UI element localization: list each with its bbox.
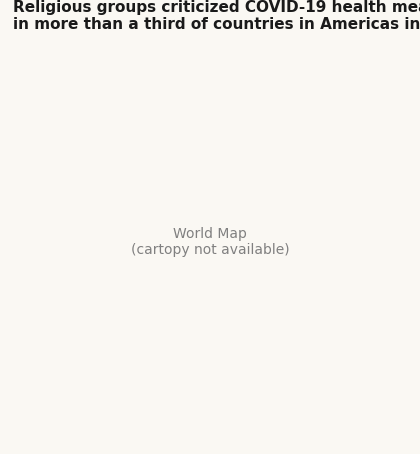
Text: World Map
(cartopy not available): World Map (cartopy not available): [131, 227, 289, 257]
Text: Religious groups criticized COVID-19 health measures
in more than a third of cou: Religious groups criticized COVID-19 hea…: [13, 0, 420, 32]
